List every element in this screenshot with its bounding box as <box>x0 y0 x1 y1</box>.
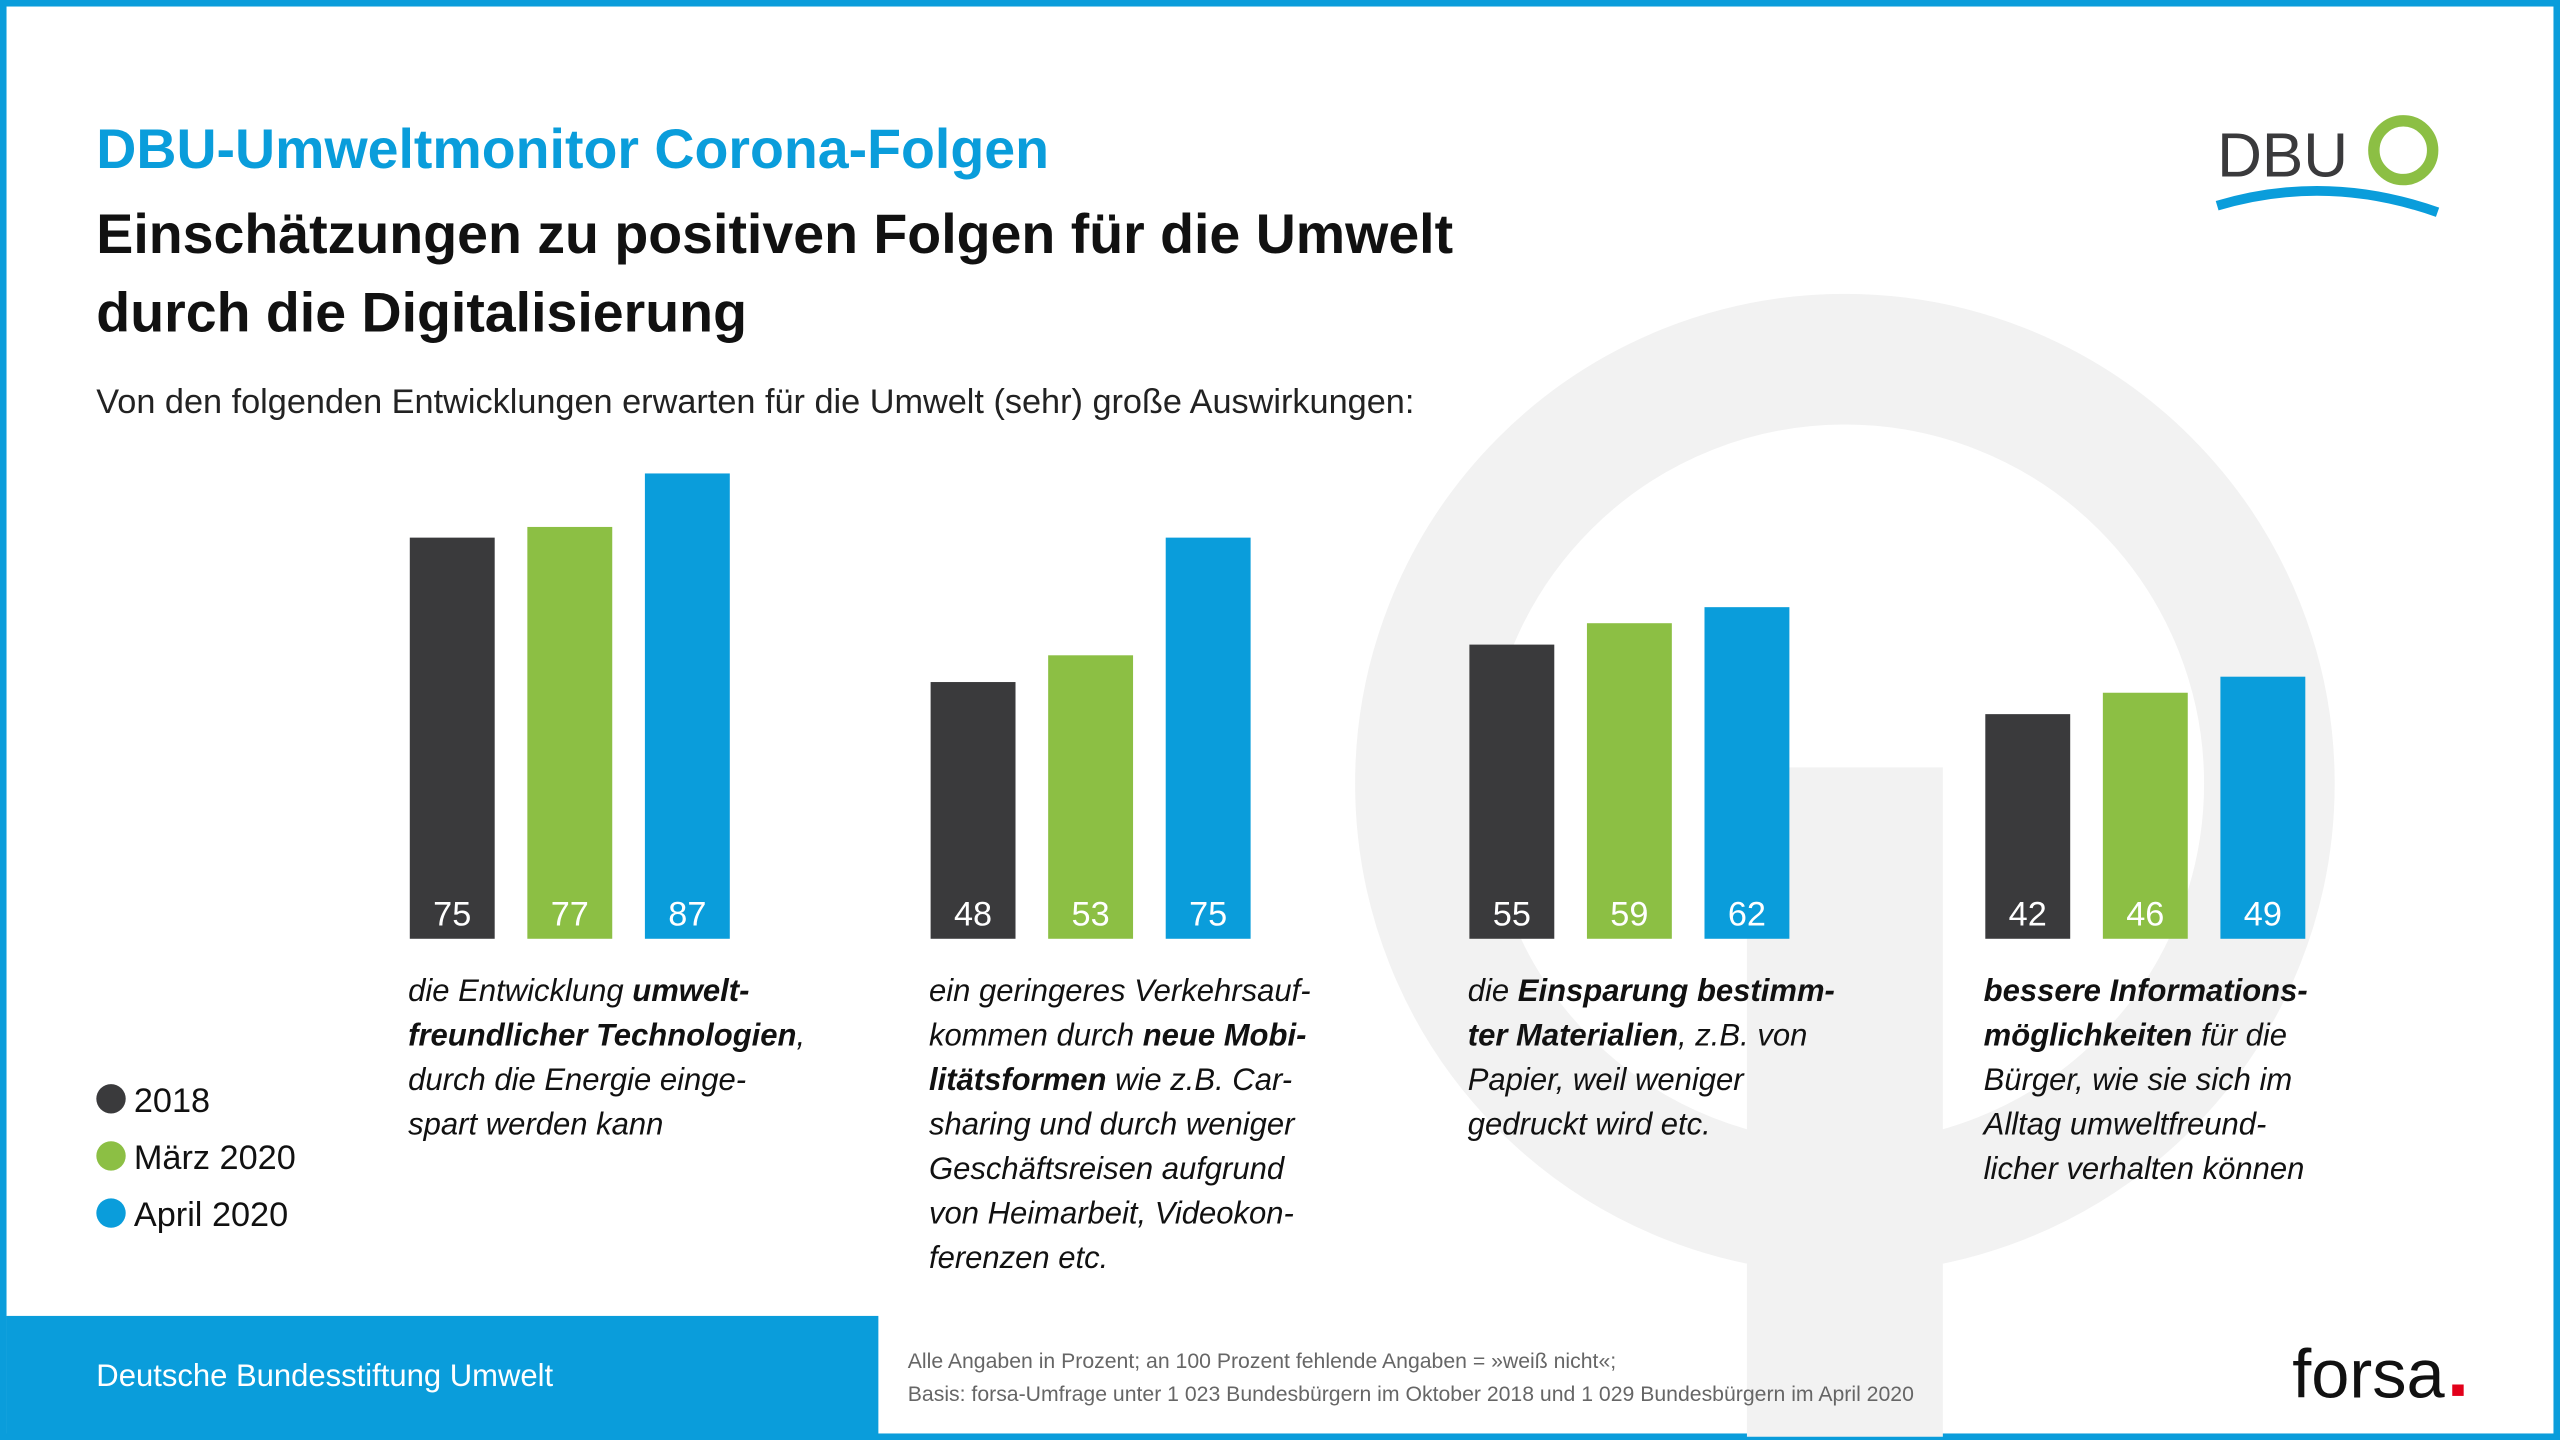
logo-text: DBU <box>2217 121 2348 190</box>
category-segment: kommen durch <box>929 1017 1143 1052</box>
category-label: die Entwicklung umwelt- <box>408 973 749 1008</box>
footer-note: Basis: forsa-Umfrage unter 1 023 Bundesb… <box>908 1383 1914 1406</box>
category-label: freundlicher Technologien, <box>408 1017 805 1052</box>
legend-swatch <box>96 1198 126 1228</box>
bar <box>644 473 730 939</box>
bar <box>1469 644 1555 939</box>
category-segment: die <box>1468 973 1518 1008</box>
category-label: Geschäftsreisen aufgrund <box>929 1151 1286 1186</box>
category-label: ferenzen etc. <box>929 1240 1108 1275</box>
category-segment: für die <box>2192 1017 2287 1052</box>
category-label: von Heimarbeit, Videokon- <box>929 1196 1294 1231</box>
category-segment: spart werden kann <box>408 1107 663 1142</box>
category-segment: Einsparung bestimm- <box>1518 973 1835 1008</box>
category-label: Alltag umweltfreund- <box>1982 1107 2267 1142</box>
category-segment: Alltag umweltfreund- <box>1982 1107 2267 1142</box>
logo-ring <box>2368 115 2439 186</box>
value-label: 53 <box>1072 896 1110 934</box>
question: Von den folgenden Entwicklungen erwarten… <box>96 383 1414 421</box>
title: DBU-Umweltmonitor Corona-Folgen <box>96 118 1049 180</box>
category-segment: wie z.B. Car- <box>1106 1062 1292 1097</box>
category-label: ter Materialien, z.B. von <box>1468 1017 1808 1052</box>
category-segment: von Heimarbeit, Videokon- <box>929 1196 1294 1231</box>
category-segment: neue Mobi- <box>1143 1017 1307 1052</box>
category-segment: , z.B. von <box>1678 1017 1807 1052</box>
bar <box>1586 623 1672 939</box>
category-label: sharing und durch weniger <box>929 1107 1296 1142</box>
footer-note: Alle Angaben in Prozent; an 100 Prozent … <box>908 1350 1616 1373</box>
category-label: spart werden kann <box>408 1107 663 1142</box>
footer-organisation: Deutsche Bundesstiftung Umwelt <box>96 1358 553 1393</box>
category-label: bessere Informations- <box>1984 973 2308 1008</box>
category-label: Papier, weil weniger <box>1468 1062 1746 1097</box>
category-segment: licher verhalten können <box>1984 1151 2305 1186</box>
legend-label: 2018 <box>134 1082 210 1120</box>
logo-wave <box>2215 185 2440 217</box>
bar <box>1985 714 2071 939</box>
legend-swatch <box>96 1084 126 1114</box>
category-label: litätsformen wie z.B. Car- <box>929 1062 1292 1097</box>
value-label: 75 <box>1189 896 1227 934</box>
category-segment: Bürger, wie sie sich im <box>1984 1062 2293 1097</box>
category-segment: freundlicher Technologien <box>408 1017 796 1052</box>
category-segment: bessere Informations- <box>1984 973 2308 1008</box>
bar <box>1048 655 1134 939</box>
category-segment: sharing und durch weniger <box>929 1107 1296 1142</box>
category-label: kommen durch neue Mobi- <box>929 1017 1306 1052</box>
category-segment: gedruckt wird etc. <box>1468 1107 1711 1142</box>
category-segment: Papier, weil weniger <box>1468 1062 1746 1097</box>
bar <box>1704 607 1790 939</box>
subtitle: durch die Digitalisierung <box>96 281 747 343</box>
subtitle: Einschätzungen zu positiven Folgen für d… <box>96 203 1453 265</box>
category-segment: ferenzen etc. <box>929 1240 1108 1275</box>
bar <box>1165 537 1251 939</box>
legend-label: März 2020 <box>134 1139 296 1177</box>
category-segment: möglichkeiten <box>1984 1017 2193 1052</box>
category-label: durch die Energie einge- <box>408 1062 746 1097</box>
value-label: 75 <box>433 896 471 934</box>
value-label: 55 <box>1493 896 1531 934</box>
category-segment: umwelt- <box>632 973 749 1008</box>
category-segment: , <box>796 1017 805 1052</box>
bar <box>2102 692 2188 939</box>
value-label: 62 <box>1728 896 1766 934</box>
value-label: 42 <box>2009 896 2047 934</box>
category-segment: litätsformen <box>929 1062 1107 1097</box>
value-label: 46 <box>2126 896 2164 934</box>
category-label: die Einsparung bestimm- <box>1468 973 1835 1008</box>
bar <box>527 526 613 939</box>
category-label: Bürger, wie sie sich im <box>1984 1062 2293 1097</box>
value-label: 49 <box>2244 896 2282 934</box>
category-segment: Geschäftsreisen aufgrund <box>929 1151 1286 1186</box>
value-label: 87 <box>668 896 706 934</box>
bar <box>409 537 495 939</box>
category-segment: ein geringeres Verkehrsauf- <box>929 973 1311 1008</box>
legend-label: April 2020 <box>134 1196 288 1234</box>
category-label: licher verhalten können <box>1984 1151 2305 1186</box>
category-segment: durch die Energie einge- <box>408 1062 746 1097</box>
forsa-dot <box>2452 1384 2464 1396</box>
category-label: ein geringeres Verkehrsauf- <box>929 973 1311 1008</box>
category-segment: die Entwicklung <box>408 973 632 1008</box>
category-label: möglichkeiten für die <box>1984 1017 2287 1052</box>
value-label: 77 <box>551 896 589 934</box>
bar <box>930 682 1016 939</box>
category-label: gedruckt wird etc. <box>1468 1107 1711 1142</box>
forsa-logo: forsa <box>2292 1336 2445 1413</box>
value-label: 48 <box>954 896 992 934</box>
chart: 75 77 87 die Entwicklung umwelt-freundliche… <box>96 473 2308 1275</box>
value-label: 59 <box>1610 896 1648 934</box>
category-segment: ter Materialien <box>1468 1017 1678 1052</box>
bar <box>2220 676 2306 939</box>
legend-swatch <box>96 1141 126 1171</box>
footer-band <box>6 1315 879 1437</box>
